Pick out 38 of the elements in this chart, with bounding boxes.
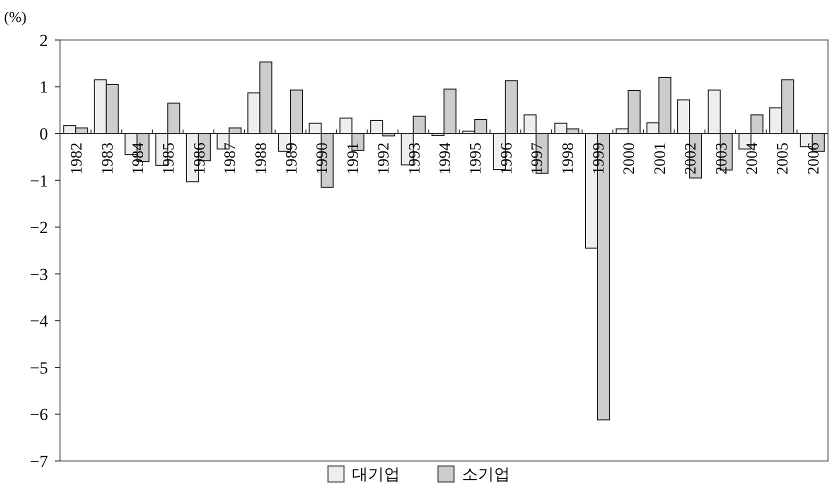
y-tick-label: −5 (30, 358, 48, 378)
y-tick-label: 0 (40, 124, 48, 144)
y-tick-label: −6 (30, 405, 48, 424)
x-tick-label: 1995 (468, 142, 485, 175)
y-tick-label: −3 (30, 264, 48, 284)
x-tick-label: 2002 (682, 142, 700, 175)
x-tick-label: 1985 (160, 142, 178, 175)
y-tick-label: −2 (30, 218, 48, 238)
x-tick-label: 1993 (406, 142, 424, 175)
y-tick-label: −7 (30, 452, 48, 471)
x-tick-label: 1991 (344, 142, 362, 175)
x-tick-label: 2001 (652, 142, 669, 175)
x-tick-label: 2000 (621, 142, 638, 175)
y-tick-label: −4 (30, 312, 48, 331)
x-tick-label: 2006 (805, 142, 822, 175)
x-tick-label: 2005 (774, 142, 792, 175)
x-tick-label: 1988 (252, 142, 270, 175)
legend-label: 대기업 (352, 466, 400, 484)
y-axis-title: (%) (4, 10, 26, 26)
x-tick-label: 1997 (529, 142, 546, 175)
x-tick-label: 2004 (744, 142, 761, 175)
y-tick-label: 2 (40, 30, 48, 50)
y-tick-label: −1 (30, 171, 48, 190)
legend-label: 소기업 (462, 466, 510, 484)
x-tick-label: 1987 (222, 142, 240, 175)
x-tick-label: 1983 (99, 142, 116, 175)
x-tick-label: 1984 (130, 142, 148, 175)
x-tick-label: 1994 (437, 142, 454, 175)
x-tick-label: 1996 (498, 142, 516, 175)
x-tick-label: 1998 (560, 142, 577, 175)
x-tick-label: 1982 (68, 142, 86, 175)
x-tick-label: 1990 (314, 142, 332, 175)
x-tick-label: 1992 (376, 142, 393, 175)
y-tick-label: 1 (40, 78, 48, 97)
x-tick-label: 1989 (284, 142, 301, 175)
x-tick-label: 2003 (713, 142, 730, 175)
x-tick-label: 1986 (191, 142, 208, 175)
x-tick-label: 1999 (590, 142, 608, 175)
